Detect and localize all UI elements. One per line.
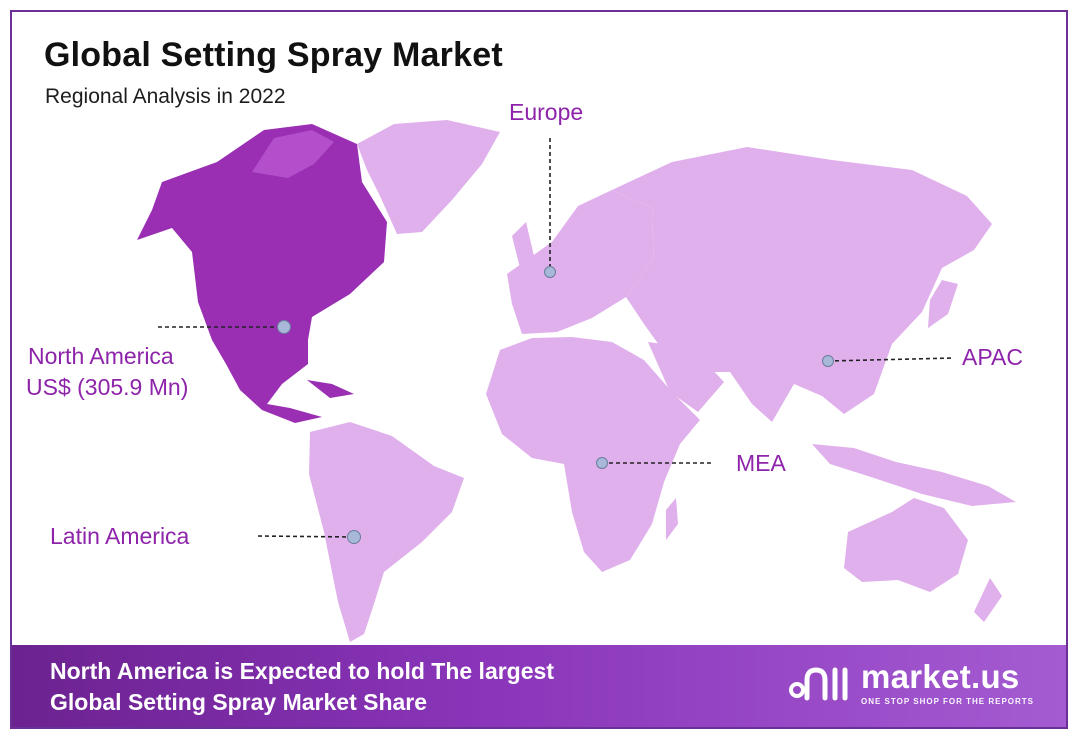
arctic-islands-shape (252, 130, 334, 178)
footer-banner: North America is Expected to hold The la… (12, 645, 1066, 727)
logo-mark-icon (788, 667, 848, 701)
south-america-shape (309, 422, 464, 642)
banner-line-2: Global Setting Spray Market Share (50, 689, 428, 716)
arabia-shape (648, 342, 724, 412)
apac-marker (822, 355, 834, 367)
infographic-frame: Global Setting Spray Market Regional Ana… (10, 10, 1068, 729)
region-label-europe: Europe (509, 99, 584, 125)
market-us-logo: market.us ONE STOP SHOP FOR THE REPORTS (788, 660, 1034, 706)
region-label-latin-america: Latin America (50, 523, 190, 549)
logo-tagline: ONE STOP SHOP FOR THE REPORTS (860, 697, 1034, 706)
new-zealand-shape (974, 578, 1002, 622)
europe-shape (507, 190, 654, 334)
region-value-north-america: US$ (305.9 Mn) (26, 374, 189, 400)
africa-shape (486, 337, 700, 572)
chart-title: Global Setting Spray Market (44, 36, 503, 74)
mea-marker (596, 457, 608, 469)
greenland-shape (357, 120, 500, 234)
uk-shape (512, 222, 534, 268)
world-map (137, 120, 1016, 642)
region-label-mea: MEA (736, 450, 786, 476)
caribbean-shape (307, 380, 354, 398)
australia-shape (844, 498, 968, 592)
banner-line-1: North America is Expected to hold The la… (50, 658, 554, 684)
latin-america-marker (347, 530, 361, 544)
japan-shape (928, 280, 958, 328)
asia-shape (612, 147, 992, 422)
region-label-apac: APAC (962, 344, 1023, 370)
chart-subtitle: Regional Analysis in 2022 (45, 85, 286, 108)
latin-america-leader (257, 535, 355, 538)
logo-words: market.us ONE STOP SHOP FOR THE REPORTS (861, 660, 1034, 706)
madagascar-shape (666, 498, 678, 540)
logo-name: market.us (860, 658, 1020, 695)
region-label-north-america: North America (28, 343, 174, 369)
north-america-shape (137, 124, 387, 423)
banner-text: North America is Expected to hold The la… (50, 656, 554, 718)
southeast-asia-shape (812, 444, 1016, 506)
europe-marker (544, 266, 556, 278)
north-america-marker (277, 320, 291, 334)
apac-leader (827, 357, 955, 362)
